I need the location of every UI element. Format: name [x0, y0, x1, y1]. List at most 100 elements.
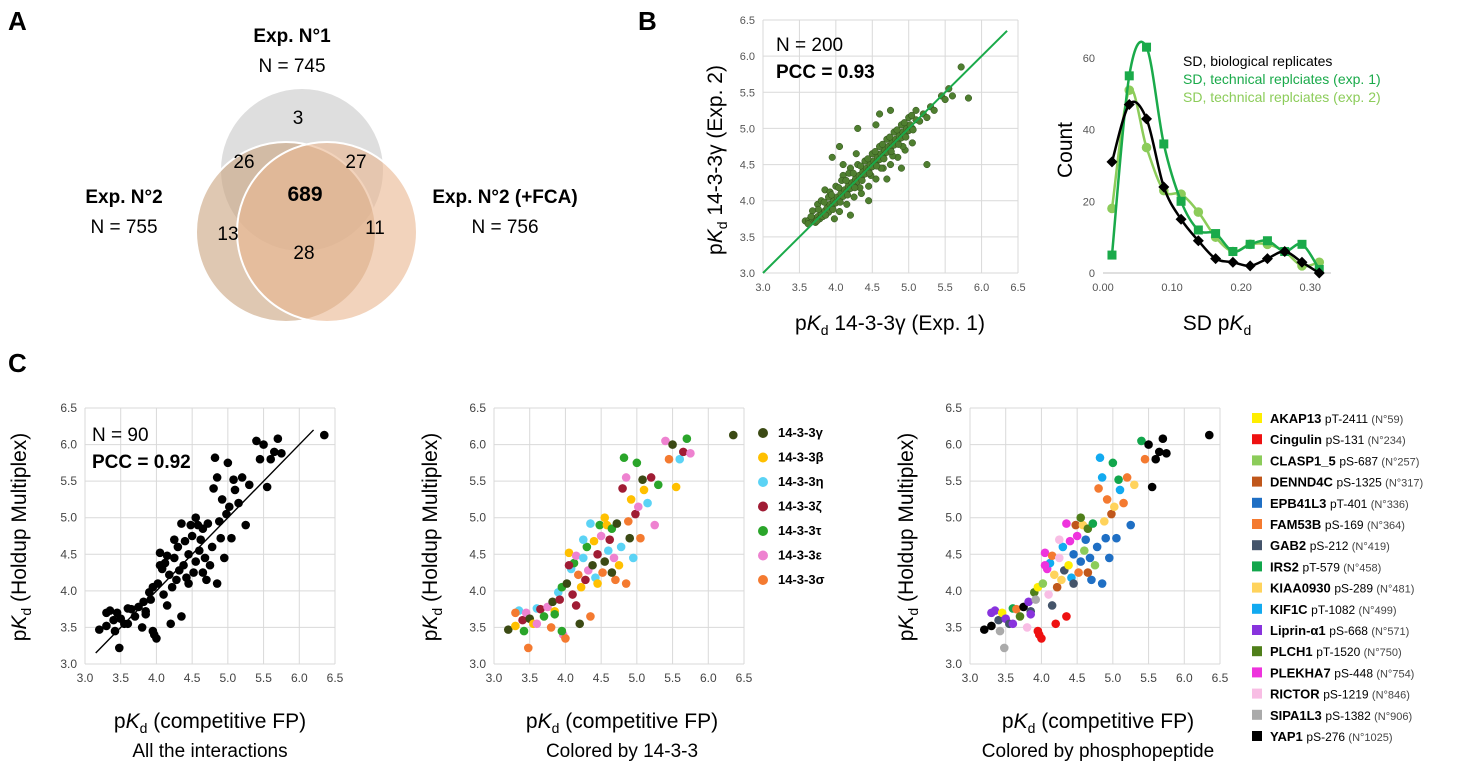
scatter-c-all-point: [102, 608, 111, 618]
legend-peptide-name: RICTOR: [1270, 687, 1323, 702]
c-pep-y-title: pKd (Holdup Multiplex): [895, 433, 921, 642]
sd-point-square: [1159, 139, 1169, 149]
scatter-c-pep-point: [1040, 560, 1050, 570]
scatter-c-all-point: [146, 595, 156, 604]
legend-peptide-swatch: [1252, 497, 1262, 508]
scatter-c-all-points: [94, 429, 329, 654]
scatter-c-1433-y-tick: 4.5: [469, 547, 486, 561]
scatter-b-x-tick: 5.5: [937, 282, 952, 294]
scatter-c-all-point: [127, 604, 136, 614]
scatter-c-1433-point: [643, 498, 652, 508]
legend-peptide-name: FAM53B: [1270, 517, 1325, 532]
scatter-b-point: [893, 126, 901, 134]
scatter-c-1433-point: [595, 520, 605, 530]
scatter-c-1433-x-tick: 3.0: [486, 671, 503, 685]
scatter-c-pep-point: [1097, 473, 1107, 482]
scatter-c-all-point: [180, 536, 190, 546]
legend-peptide-n: (N°846): [1372, 690, 1410, 702]
scatter-c-all-point: [202, 575, 211, 585]
scatter-c-all-point: [166, 619, 176, 629]
scatter-b-x-tick: 3.0: [755, 282, 770, 294]
scatter-c-by-14-3-3-grid: 3.0 3.5 4.0 4.5 5.0 5.5 6.0 6.5 3.0 3.5 4.0 4.5 5.0 5…: [469, 401, 752, 685]
scatter-b-point: [876, 110, 884, 118]
legend-peptide-name: Liprin-α1: [1270, 623, 1329, 638]
scatter-c-by-14-3-3-points: [503, 430, 738, 653]
legend-peptide-label: IRS2 pT-579 (N°458): [1270, 559, 1381, 574]
scatter-c-pep-y-tick: 3.0: [945, 657, 962, 671]
scatter-c-pep-point: [1024, 597, 1033, 607]
legend-1433-label: 14-3-3β: [778, 450, 824, 465]
legend-peptide-label: KIF1C pT-1082 (N°499): [1270, 602, 1397, 617]
scatter-c-all-point: [137, 623, 147, 632]
scatter-c-all-point: [209, 484, 218, 493]
scatter-c-all-point: [217, 495, 227, 504]
legend-peptide-swatch: [1252, 582, 1262, 593]
legend-peptide-swatch: [1252, 476, 1262, 487]
scatter-c-1433-point: [625, 533, 635, 543]
scatter-c-pep-point: [994, 615, 1003, 625]
scatter-c-pep-y-tick: 3.5: [945, 620, 962, 634]
scatter-c-all: 3.0 3.5 4.0 4.5 5.0 5.5 6.0 6.5 3.0 3.5 4.0 4.5 5.0 5…: [60, 401, 343, 685]
scatter-c-pep-point: [1015, 612, 1025, 621]
scatter-c-1433-point: [728, 430, 738, 440]
venn-exp2fca-title: Exp. N°2 (+FCA): [432, 187, 577, 208]
legend-phosphopeptide: AKAP13 pT-2411 (N°59) Cingulin pS-131 (N°…: [1252, 411, 1423, 744]
scatter-c-pep-point: [987, 621, 996, 631]
scatter-b-point: [865, 182, 873, 190]
scatter-c-pep-point: [1122, 473, 1132, 482]
scatter-b-point: [957, 63, 965, 71]
scatter-c-pep-point: [1104, 553, 1114, 563]
legend-technical-exp2: SD, technical replciates (exp. 2): [1183, 89, 1381, 105]
scatter-b-y-title: pKd 14-3-3γ (Exp. 2): [704, 65, 730, 255]
scatter-c-1433-point: [503, 625, 513, 634]
scatter-c-1433-x-tick: 5.0: [629, 671, 646, 685]
scatter-c-1433-point: [612, 519, 622, 528]
scatter-c-all-point: [277, 449, 286, 458]
scatter-c-all-x-tick: 4.0: [148, 671, 165, 685]
scatter-c-all-point: [169, 535, 179, 544]
scatter-c-all-y-tick: 5.5: [60, 474, 77, 488]
legend-peptide-label: YAP1 pS-276 (N°1025): [1270, 729, 1393, 744]
scatter-c-by-peptide-grid: 3.0 3.5 4.0 4.5 5.0 5.5 6.0 6.5 3.0 3.5 4.0 4.5 5.0 5…: [945, 401, 1228, 685]
scatter-b-point: [828, 153, 836, 161]
scatter-c-1433-point: [631, 509, 640, 519]
sd-y-tick: 0: [1089, 268, 1095, 280]
legend-1433-label: 14-3-3ε: [778, 548, 822, 563]
scatter-c-all-point: [205, 560, 215, 570]
scatter-c-all-point: [230, 485, 240, 495]
legend-1433-label: 14-3-3ζ: [778, 499, 822, 514]
legend-peptide-label: FAM53B pS-169 (N°364): [1270, 517, 1405, 532]
scatter-b-point: [830, 215, 838, 223]
legend-peptide-n: (N°257): [1381, 456, 1419, 468]
scatter-c-1433-point: [589, 536, 599, 546]
scatter-c-1433-point: [621, 473, 631, 482]
sd-point-diamond: [1123, 99, 1135, 111]
scatter-b-point: [912, 106, 920, 114]
scatter-c-1433-point: [600, 557, 610, 566]
scatter-b-point: [865, 197, 873, 205]
scatter-c-all-point: [152, 634, 161, 643]
scatter-c-all-point: [141, 609, 151, 619]
scatter-c-1433-point: [603, 546, 613, 555]
scatter-c-all-point: [173, 542, 183, 552]
sd-point-diamond: [1227, 256, 1239, 268]
legend-1433-label: 14-3-3γ: [778, 425, 824, 440]
scatter-c-1433-point: [511, 621, 520, 631]
scatter-c-1433-point: [596, 531, 606, 541]
scatter-c-all-point: [244, 480, 254, 490]
scatter-c-all-point: [262, 482, 272, 492]
scatter-c-pep-point: [1144, 440, 1153, 449]
scatter-b-point: [964, 94, 973, 102]
scatter-c-all-point: [187, 531, 197, 541]
scatter-c-1433-point: [557, 626, 567, 636]
scatter-c-all-point: [169, 553, 179, 563]
scatter-b-point: [820, 198, 828, 206]
scatter-c-1433-point: [582, 542, 592, 552]
scatter-c-all-y-tick: 6.0: [60, 438, 77, 452]
scatter-c-1433-point: [607, 568, 617, 577]
scatter-c-14-3-3-labels: pKd (competitive FP) Colored by 14-3-3 p…: [419, 433, 718, 762]
scatter-c-pep-point: [999, 643, 1009, 653]
scatter-c-pep-x-tick: 5.5: [1140, 671, 1157, 685]
scatter-c-all-point: [219, 553, 229, 563]
legend-peptide-label: AKAP13 pT-2411 (N°59): [1270, 411, 1403, 426]
